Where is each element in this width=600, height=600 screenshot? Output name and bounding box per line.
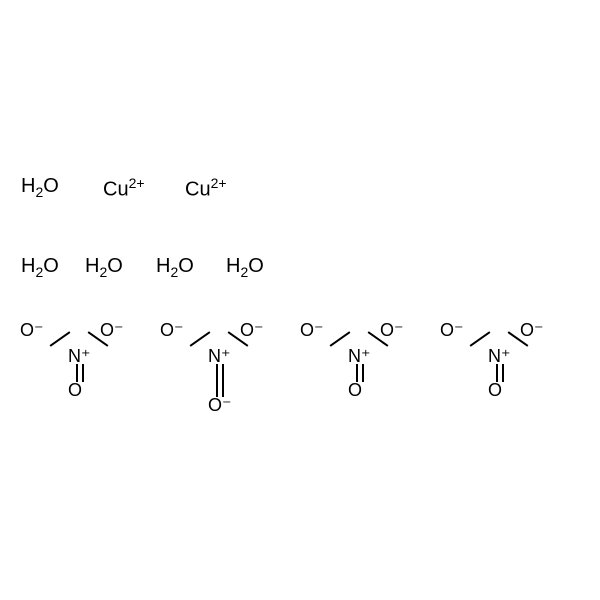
water-molecule: H2O [21,255,59,280]
single-bond [190,331,211,346]
nitrogen-cation: N⁺ [488,346,511,367]
double-bond [496,364,498,382]
water-molecule: H2O [226,255,264,280]
oxygen-anion: O⁻ [240,320,264,341]
oxygen-atom: O [488,380,502,401]
oxygen-anion: O⁻ [300,320,324,341]
single-bond [470,331,491,346]
nitrate-ion: O⁻ N⁺ O⁻ O [440,320,580,420]
oxygen-anion: O⁻ [440,320,464,341]
nitrate-ion: O⁻ N⁺ O⁻ O [20,320,160,420]
double-bond [76,364,78,382]
nitrogen-cation: N⁺ [68,346,91,367]
oxygen-atom: O [68,380,82,401]
nitrogen-cation: N⁺ [348,346,371,367]
double-bond [362,364,364,382]
double-bond [502,364,504,382]
oxygen-atom: O⁻ [208,395,232,416]
copper-cation: Cu2+ [103,175,145,202]
oxygen-anion: O⁻ [520,320,544,341]
oxygen-anion: O⁻ [160,320,184,341]
oxygen-anion: O⁻ [20,320,44,341]
single-bond [330,331,351,346]
oxygen-anion: O⁻ [100,320,124,341]
double-bond [222,364,224,397]
oxygen-atom: O [348,380,362,401]
oxygen-anion: O⁻ [380,320,404,341]
water-molecule: H2O [21,175,59,200]
single-bond [50,331,71,346]
double-bond [216,364,218,397]
nitrate-ion: O⁻ N⁺ O⁻ O⁻ [160,320,300,420]
copper-cation: Cu2+ [185,175,227,202]
double-bond [356,364,358,382]
water-molecule: H2O [156,255,194,280]
water-molecule: H2O [85,255,123,280]
nitrogen-cation: N⁺ [208,346,231,367]
double-bond [82,364,84,382]
nitrate-ion: O⁻ N⁺ O⁻ O [300,320,440,420]
